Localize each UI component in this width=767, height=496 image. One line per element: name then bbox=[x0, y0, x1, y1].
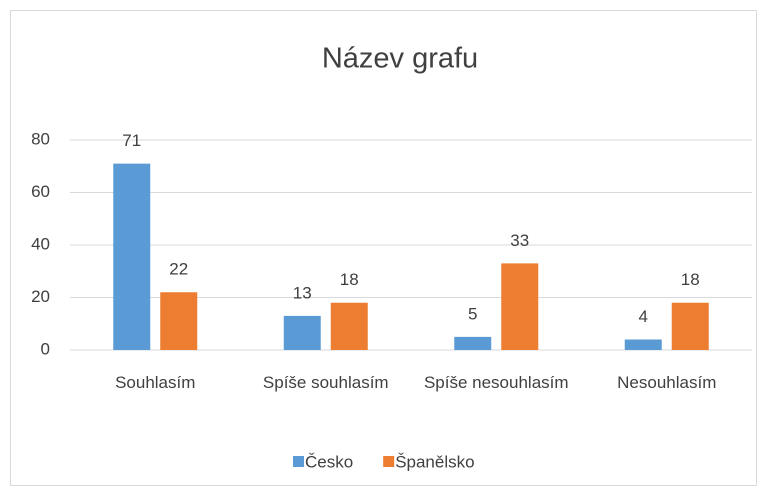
x-tick-label: Souhlasím bbox=[115, 373, 196, 392]
y-tick-label: 60 bbox=[31, 182, 50, 201]
bar bbox=[454, 336, 492, 350]
data-label: 18 bbox=[681, 270, 700, 289]
legend-swatch bbox=[383, 456, 395, 467]
bar bbox=[113, 163, 151, 350]
chart-title: Název grafu bbox=[322, 43, 478, 75]
data-label: 18 bbox=[340, 270, 359, 289]
x-tick-label: Spíše souhlasím bbox=[262, 373, 389, 392]
bar bbox=[671, 302, 709, 350]
bar bbox=[624, 339, 662, 350]
bar bbox=[330, 302, 368, 350]
y-tick-label: 80 bbox=[31, 129, 50, 148]
bar bbox=[501, 263, 539, 350]
data-label: 5 bbox=[468, 304, 477, 323]
x-tick-label: Spíše nesouhlasím bbox=[423, 373, 569, 392]
y-tick-label: 0 bbox=[41, 339, 50, 358]
legend-swatch bbox=[293, 456, 304, 467]
data-label: 33 bbox=[510, 231, 529, 250]
legend-label: Španělsko bbox=[395, 452, 474, 471]
y-tick-label: 40 bbox=[31, 234, 50, 253]
data-label: 22 bbox=[169, 260, 188, 279]
bar bbox=[160, 292, 198, 350]
x-tick-label: Nesouhlasím bbox=[617, 373, 717, 392]
legend-label: Česko bbox=[305, 452, 353, 471]
data-label: 71 bbox=[122, 131, 141, 150]
bar bbox=[283, 315, 321, 350]
data-label: 4 bbox=[639, 307, 648, 326]
y-tick-label: 20 bbox=[31, 287, 50, 306]
data-label: 13 bbox=[293, 283, 312, 302]
